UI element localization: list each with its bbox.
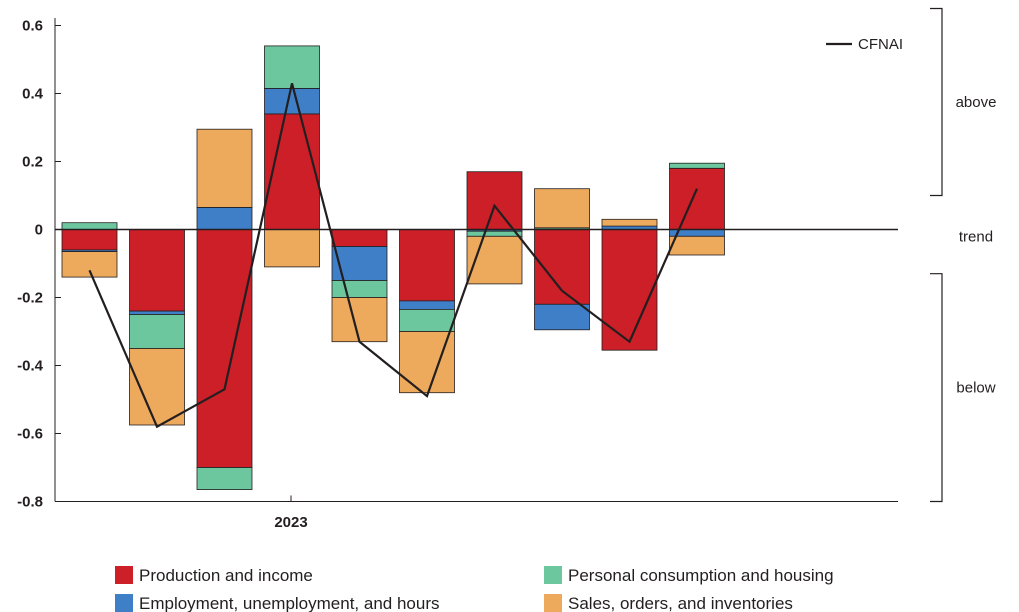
band-bracket-below [930,273,943,503]
bar-segment [669,235,725,256]
legend-label: Production and income [139,566,313,585]
bar-segment [399,300,455,310]
bar-segment [331,229,388,247]
band-label-trend: trend [959,228,993,245]
bar-segment [399,229,455,302]
bar-segment [466,230,523,237]
bar-segment [61,251,118,278]
bar-segment [669,162,725,169]
bar-segment [129,348,185,426]
bar-segment [534,188,590,229]
axes: 0.6 0.4 0.2 0 -0.2 -0.4 -0.6 -0.8 2023 [17,18,898,531]
bar-segment [129,310,185,315]
y-tick-label: -0.6 [17,426,43,443]
bar-segment [601,218,658,227]
legend-swatch [115,566,133,584]
y-tick-label: 0.4 [22,86,44,103]
bar-segment [601,229,658,351]
y-tick-label: 0 [35,222,43,239]
legend-swatch [544,566,562,584]
bar-segment [196,467,253,491]
y-tick-label: -0.2 [17,290,43,307]
cfnai-line-group [88,83,699,429]
legend-swatch [115,594,133,612]
bar-segment [196,128,253,208]
bar-segment [264,45,320,89]
bar-segment [534,303,590,331]
bar-segment [264,229,320,268]
bar-segment [61,222,118,230]
bands: above trend below [930,7,997,503]
cfnai-line [88,83,699,429]
legend-swatch [544,594,562,612]
line-legend-label: CFNAI [858,36,903,53]
bars [55,45,898,491]
band-label-above: above [956,94,997,111]
bar-segment [331,280,388,298]
legend-label: Personal consumption and housing [568,566,834,585]
line-legend: CFNAI [826,36,903,53]
bar-segment [61,229,118,251]
band-bracket-above [930,7,943,197]
legend-label: Sales, orders, and inventories [568,594,793,612]
bar-segment [669,167,725,230]
bar-segment [196,206,253,230]
legend-label: Employment, unemployment, and hours [139,594,440,612]
y-tick-label: -0.4 [17,358,44,375]
bar-segment [466,171,523,230]
bar-segment [399,308,455,332]
bar-segment [331,297,388,343]
bar-segment [129,314,185,349]
bar-segment [264,88,320,115]
y-tick-label: -0.8 [17,494,43,511]
bar-segment [129,229,185,312]
y-tick-label: 0.6 [22,18,43,35]
bar-segment [196,229,253,468]
band-label-below: below [956,380,995,397]
x-tick-label: 2023 [274,514,307,531]
bar-segment [331,246,388,281]
legend: Production and income Personal consumptio… [115,566,834,612]
y-tick-label: 0.2 [22,154,43,171]
